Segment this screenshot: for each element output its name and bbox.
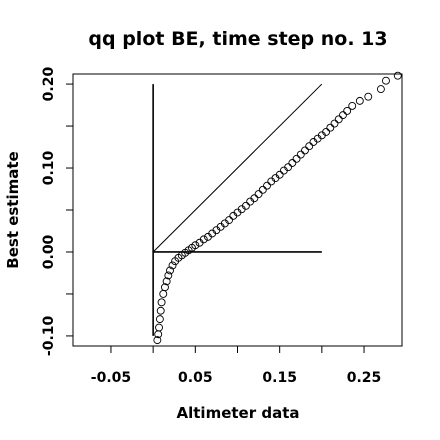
data-point <box>343 106 352 115</box>
data-point <box>199 235 208 244</box>
data-point <box>161 283 169 292</box>
data-point <box>155 315 164 324</box>
data-point <box>258 185 267 194</box>
data-point <box>157 298 166 307</box>
data-point <box>334 115 343 124</box>
data-point <box>376 85 385 94</box>
data-point <box>284 163 293 172</box>
reference-line-diagonal <box>152 83 323 253</box>
data-point <box>322 127 331 136</box>
x-tick-label: 0.15 <box>262 370 297 386</box>
data-point <box>330 119 339 128</box>
data-point <box>355 96 364 105</box>
x-tick-label: -0.05 <box>91 370 131 386</box>
data-point <box>254 190 263 198</box>
y-tick-label: 0.10 <box>41 150 57 185</box>
data-point <box>338 111 347 120</box>
data-point <box>155 323 163 332</box>
y-axis: -0.10 0.00 0.10 0.20 <box>41 67 73 356</box>
x-axis: -0.05 0.05 0.15 0.25 <box>91 346 382 386</box>
data-point <box>288 159 297 167</box>
data-point <box>159 290 168 298</box>
data-point <box>393 71 402 80</box>
y-tick-label: 0.20 <box>41 67 57 102</box>
data-point <box>191 241 200 250</box>
data-point <box>241 201 250 210</box>
data-point <box>326 123 335 132</box>
data-point <box>263 181 271 190</box>
data-point <box>301 146 309 155</box>
data-point <box>164 271 173 280</box>
data-point <box>250 194 259 203</box>
data-point <box>168 261 177 270</box>
data-point <box>153 336 162 345</box>
data-point <box>364 92 373 101</box>
data-point <box>296 150 305 159</box>
data-point <box>162 277 171 286</box>
x-tick-label: 0.05 <box>178 370 213 386</box>
x-axis-label: Altimeter data <box>177 404 300 422</box>
data-point <box>166 266 174 275</box>
data-point <box>305 142 314 151</box>
plot-frame <box>72 73 403 347</box>
data-point <box>225 216 234 225</box>
data-point <box>348 101 357 110</box>
data-points <box>153 71 402 345</box>
data-point <box>292 154 301 163</box>
x-tick-label: 0.25 <box>347 370 382 386</box>
y-axis-label: Best estimate <box>4 151 22 268</box>
data-point <box>275 170 284 179</box>
reference-lines <box>152 83 323 336</box>
chart-title: qq plot BE, time step no. 13 <box>88 28 387 50</box>
y-tick-label: -0.10 <box>41 315 57 356</box>
data-point <box>382 76 390 85</box>
data-point <box>156 306 165 315</box>
y-tick-label: 0.00 <box>41 234 57 269</box>
